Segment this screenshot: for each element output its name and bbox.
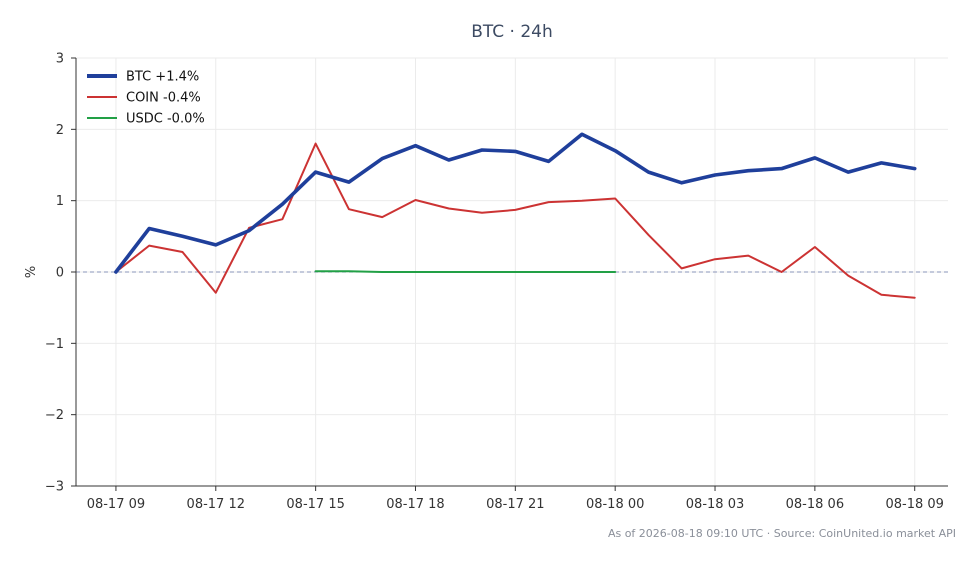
series-line-coin <box>114 142 916 299</box>
series-line-btc <box>114 132 917 274</box>
legend-item-usdc: USDC -0.0% <box>87 112 205 127</box>
x-tick-label: 08-17 15 <box>286 497 344 512</box>
legend-label: USDC -0.0% <box>126 112 205 127</box>
x-tick-label: 08-17 21 <box>486 497 544 512</box>
source-footer: As of 2026-08-18 09:10 UTC · Source: Coi… <box>608 527 956 540</box>
legend-label: COIN -0.4% <box>126 91 201 106</box>
y-axis-label: % <box>24 266 39 278</box>
x-tick-label: 08-17 12 <box>187 497 245 512</box>
x-tick-label: 08-18 00 <box>586 497 644 512</box>
y-tick-label: −1 <box>45 337 64 352</box>
legend-label: BTC +1.4% <box>126 70 199 85</box>
y-axis-ticks: 3 2 1 0 −1 −2 −3 <box>45 52 76 495</box>
y-tick-label: 1 <box>56 194 64 209</box>
x-tick-label: 08-18 03 <box>686 497 744 512</box>
x-tick-label: 08-18 09 <box>885 497 943 512</box>
legend-item-coin: COIN -0.4% <box>87 91 201 106</box>
x-tick-label: 08-17 09 <box>87 497 145 512</box>
legend-item-btc: BTC +1.4% <box>87 70 199 85</box>
series-line-usdc <box>314 270 617 273</box>
series-lines <box>114 132 917 299</box>
x-axis-ticks: 08-17 09 08-17 12 08-17 15 08-17 18 08-17 21… <box>87 486 944 512</box>
y-tick-label: 2 <box>56 123 64 138</box>
y-tick-label: −2 <box>45 408 64 423</box>
x-tick-label: 08-17 18 <box>386 497 444 512</box>
legend: BTC +1.4% COIN -0.4% USDC -0.0% <box>87 70 205 127</box>
chart-title: BTC · 24h <box>471 22 553 42</box>
y-tick-label: 0 <box>56 266 64 281</box>
y-tick-label: 3 <box>56 52 64 67</box>
x-tick-label: 08-18 06 <box>786 497 844 512</box>
y-tick-label: −3 <box>45 480 64 495</box>
